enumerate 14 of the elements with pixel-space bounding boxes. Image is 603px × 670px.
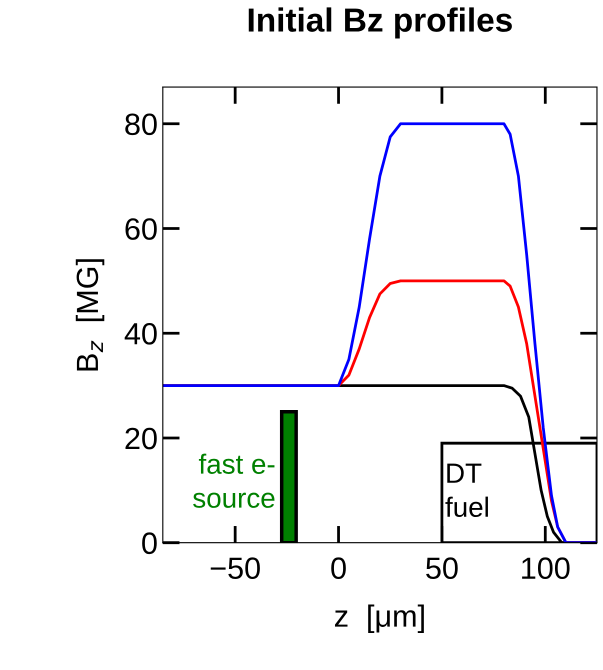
y-tick-label: 80 bbox=[125, 113, 157, 136]
x-axis-title: z [μm] bbox=[334, 604, 424, 633]
annotation: fast e- source bbox=[193, 454, 274, 508]
x-tick-label: −50 bbox=[210, 557, 260, 580]
y-tick-label: 0 bbox=[142, 532, 157, 554]
x-tick-label: 50 bbox=[426, 557, 458, 580]
x-tick-label: 0 bbox=[331, 557, 346, 580]
y-tick-label: 60 bbox=[126, 218, 157, 240]
x-tick-label: 100 bbox=[522, 557, 570, 580]
y-axis-title: B$_{z}$ [MG] bbox=[76, 259, 104, 370]
y-tick-label: 20 bbox=[126, 428, 157, 450]
chart-title: Initial Bz profiles bbox=[248, 7, 512, 38]
y-tick-label: 40 bbox=[124, 322, 157, 345]
annotation: DT fuel bbox=[445, 464, 488, 518]
